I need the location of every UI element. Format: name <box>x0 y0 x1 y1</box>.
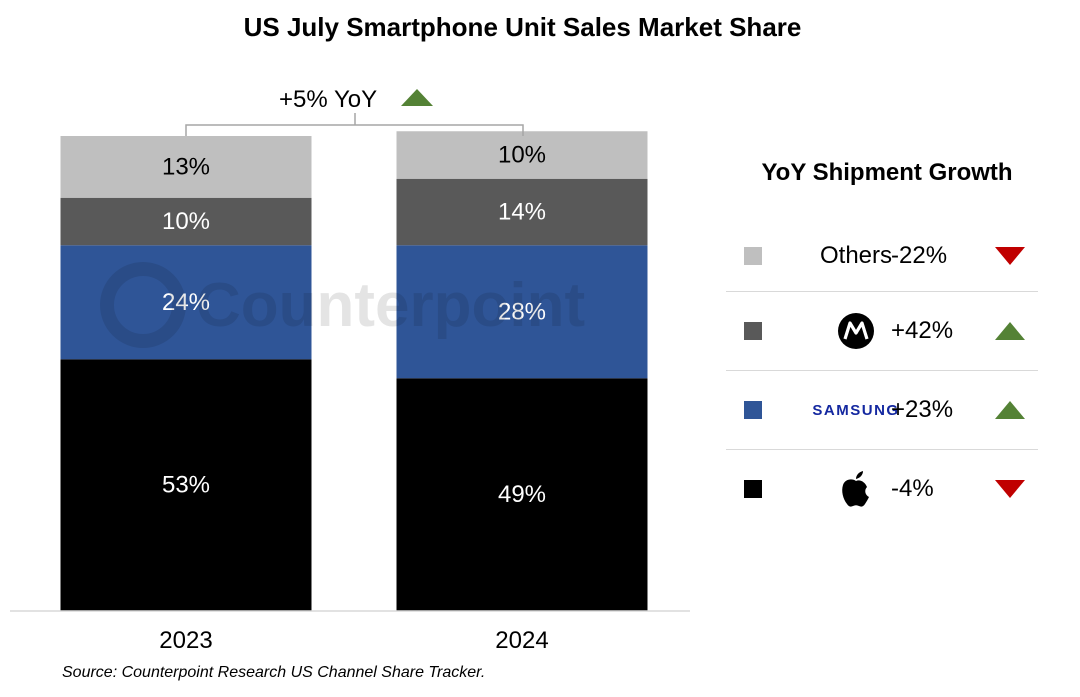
others-growth: -22% <box>891 242 948 269</box>
yoy-annotation: +5% YoY <box>279 86 377 113</box>
data-label-others-2023: 13% <box>162 153 210 180</box>
motorola-swatch <box>744 322 762 340</box>
data-label-samsung-2024: 28% <box>498 298 546 325</box>
apple-growth: -4% <box>891 475 934 502</box>
motorola-brand <box>781 292 931 370</box>
bar-segment-others-2023 <box>60 136 312 198</box>
data-label-motorola-2024: 14% <box>498 199 546 226</box>
legend-row-samsung: SAMSUNG +23% <box>726 371 1038 450</box>
bar-segment-samsung-2023 <box>60 245 312 360</box>
others-label: Others <box>819 242 893 269</box>
bar-segment-motorola-2023 <box>60 197 312 246</box>
legend-row-apple: -4% <box>726 450 1038 528</box>
data-label-others-2024: 10% <box>498 142 546 169</box>
data-label-apple-2023: 53% <box>162 472 210 499</box>
data-label-motorola-2023: 10% <box>162 208 210 235</box>
bars-layer: 53% 24% 10% 13% 49% 28% 14% 10% <box>60 131 648 611</box>
bar-segment-motorola-2024 <box>396 178 648 246</box>
bar-segment-others-2024 <box>396 131 648 179</box>
chart-title: US July Smartphone Unit Sales Market Sha… <box>243 12 802 42</box>
yoy-bracket: +5% YoY <box>185 86 524 136</box>
samsung-growth: +23% <box>891 396 954 423</box>
legend-row-motorola: +42% <box>726 292 1038 371</box>
legend-row-others: Others -22% <box>726 220 1038 292</box>
down-arrow-icon <box>995 247 1025 265</box>
bar-segment-apple-2023 <box>60 359 312 611</box>
stacked-bar-chart: 53% 24% 10% 13% 49% 28% 14% 10% 2023 2024 +5% Yo… <box>10 86 690 654</box>
others-swatch <box>744 247 762 265</box>
category-label-2024: 2024 <box>495 627 548 654</box>
others-brand: Others <box>781 221 931 291</box>
data-label-apple-2024: 49% <box>498 481 546 508</box>
bar-segment-samsung-2024 <box>396 245 648 379</box>
up-arrow-icon <box>995 322 1025 340</box>
up-arrow-icon <box>401 89 433 106</box>
apple-swatch <box>744 480 762 498</box>
bar-segment-apple-2024 <box>396 378 648 611</box>
category-labels: 2023 2024 <box>159 627 548 654</box>
samsung-logo: SAMSUNG <box>812 401 900 419</box>
source-note: Source: Counterpoint Research US Channel… <box>62 664 486 681</box>
samsung-swatch <box>744 401 762 419</box>
yoy-growth-legend: YoY Shipment Growth Others -22% +42% SAM… <box>726 150 1038 528</box>
up-arrow-icon <box>995 401 1025 419</box>
category-label-2023: 2023 <box>159 627 212 654</box>
apple-logo-icon <box>842 471 869 507</box>
down-arrow-icon <box>995 480 1025 498</box>
motorola-logo-icon <box>838 313 874 349</box>
motorola-growth: +42% <box>891 317 954 344</box>
data-label-samsung-2023: 24% <box>162 289 210 316</box>
legend-title: YoY Shipment Growth <box>761 159 1013 186</box>
samsung-brand: SAMSUNG <box>781 371 931 449</box>
apple-brand <box>781 450 931 528</box>
